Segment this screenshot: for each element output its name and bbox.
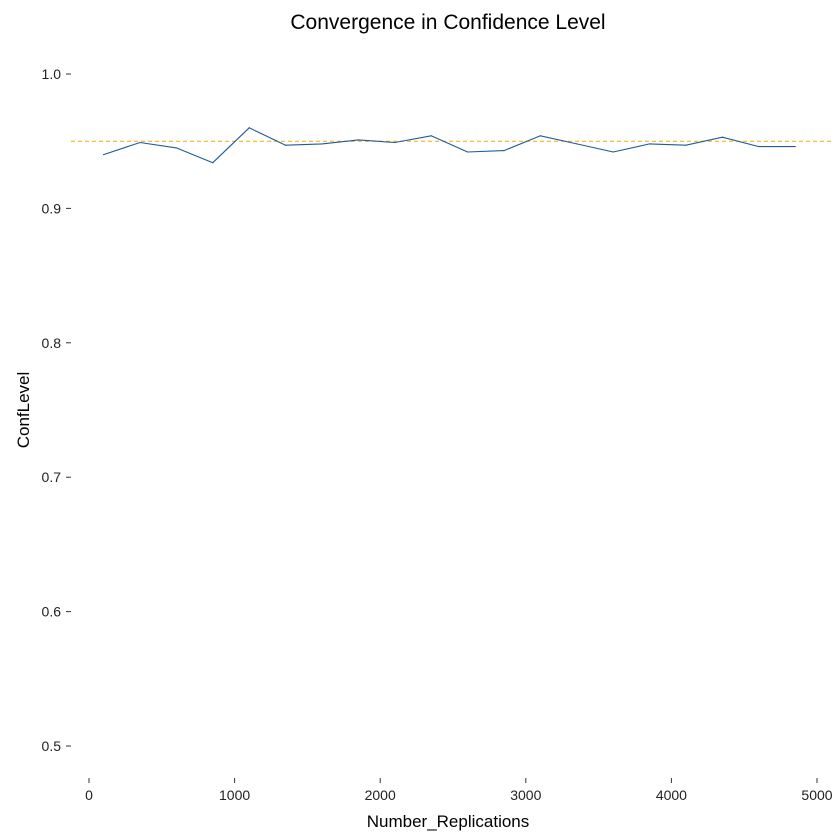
plot-area xyxy=(71,127,832,164)
y-tick-label: 0.5 xyxy=(42,738,62,754)
y-tick-label: 1.0 xyxy=(42,66,62,82)
x-tick-label: 2000 xyxy=(365,787,396,803)
y-tick-label: 0.9 xyxy=(42,200,62,216)
x-tick-label: 3000 xyxy=(510,787,541,803)
y-tick-label: 0.6 xyxy=(42,604,62,620)
x-axis: 0 1000 2000 3000 4000 5000 xyxy=(85,778,833,803)
data-point xyxy=(430,135,432,137)
x-tick-label: 4000 xyxy=(656,787,687,803)
data-point xyxy=(466,151,469,153)
data-point xyxy=(576,143,578,145)
x-tick-label: 1000 xyxy=(219,787,250,803)
data-point xyxy=(794,145,796,148)
x-tick-label: 0 xyxy=(85,787,93,803)
data-point xyxy=(175,147,177,149)
data-point xyxy=(503,150,505,152)
data-point xyxy=(212,162,214,164)
data-point xyxy=(248,127,250,129)
data-point xyxy=(612,151,614,153)
x-axis-label: Number_Replications xyxy=(367,812,530,831)
data-point xyxy=(139,141,141,144)
y-axis-label: ConfLevel xyxy=(14,372,33,449)
x-tick-label: 5000 xyxy=(801,787,832,803)
y-axis: 0.5 0.6 0.7 0.8 0.9 1.0 xyxy=(42,66,71,754)
data-point xyxy=(321,143,323,145)
data-point xyxy=(758,145,760,148)
data-point xyxy=(284,144,287,146)
y-tick-label: 0.7 xyxy=(42,469,62,485)
series-line xyxy=(103,127,796,164)
y-tick-label: 0.8 xyxy=(42,335,62,351)
data-point xyxy=(685,144,687,146)
data-point xyxy=(357,139,359,141)
chart-title: Convergence in Confidence Level xyxy=(290,11,605,34)
data-point xyxy=(394,141,396,144)
data-point xyxy=(648,143,651,145)
data-point xyxy=(102,154,105,156)
data-point xyxy=(721,136,723,138)
data-point xyxy=(539,135,541,137)
